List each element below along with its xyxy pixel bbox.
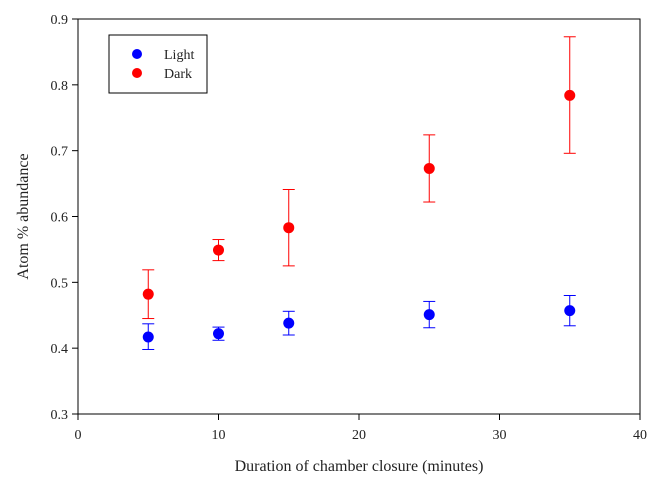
x-tick-label: 0 — [75, 428, 82, 443]
x-axis-title: Duration of chamber closure (minutes) — [235, 458, 484, 475]
data-point-light — [283, 317, 295, 329]
series-dark — [142, 36, 576, 320]
x-tick-label: 40 — [633, 428, 647, 443]
x-axis-ticks: 0 10 20 30 40 — [75, 414, 647, 443]
y-tick-label: 0.9 — [51, 13, 69, 28]
data-point-light — [213, 328, 224, 340]
data-point-dark — [142, 288, 154, 300]
y-axis-ticks: 0.3 0.4 0.5 0.6 0.7 0.8 0.9 — [51, 13, 78, 423]
legend-label-light: Light — [164, 48, 194, 63]
series-light — [142, 295, 576, 350]
data-point-dark — [423, 162, 435, 174]
y-tick-label: 0.4 — [51, 342, 69, 357]
y-axis-title: Atom % abundance — [15, 153, 32, 279]
data-point-dark — [283, 222, 295, 234]
legend-marker-dark — [132, 68, 142, 78]
y-tick-label: 0.8 — [51, 79, 69, 94]
x-tick-label: 30 — [493, 428, 507, 443]
data-point-dark — [564, 89, 576, 101]
data-point-dark — [213, 244, 224, 256]
x-tick-label: 20 — [352, 428, 366, 443]
y-tick-label: 0.3 — [51, 408, 69, 423]
data-point-light — [142, 331, 154, 343]
legend: Light Dark — [108, 34, 208, 94]
y-tick-label: 0.7 — [51, 145, 69, 160]
data-point-light — [423, 309, 435, 321]
y-tick-label: 0.5 — [51, 276, 69, 291]
legend-label-dark: Dark — [164, 67, 192, 82]
data-point-light — [564, 305, 576, 317]
x-tick-label: 10 — [212, 428, 226, 443]
legend-marker-light — [132, 49, 142, 59]
y-tick-label: 0.6 — [51, 211, 69, 226]
legend-box — [108, 34, 208, 94]
series-layer — [142, 36, 576, 350]
